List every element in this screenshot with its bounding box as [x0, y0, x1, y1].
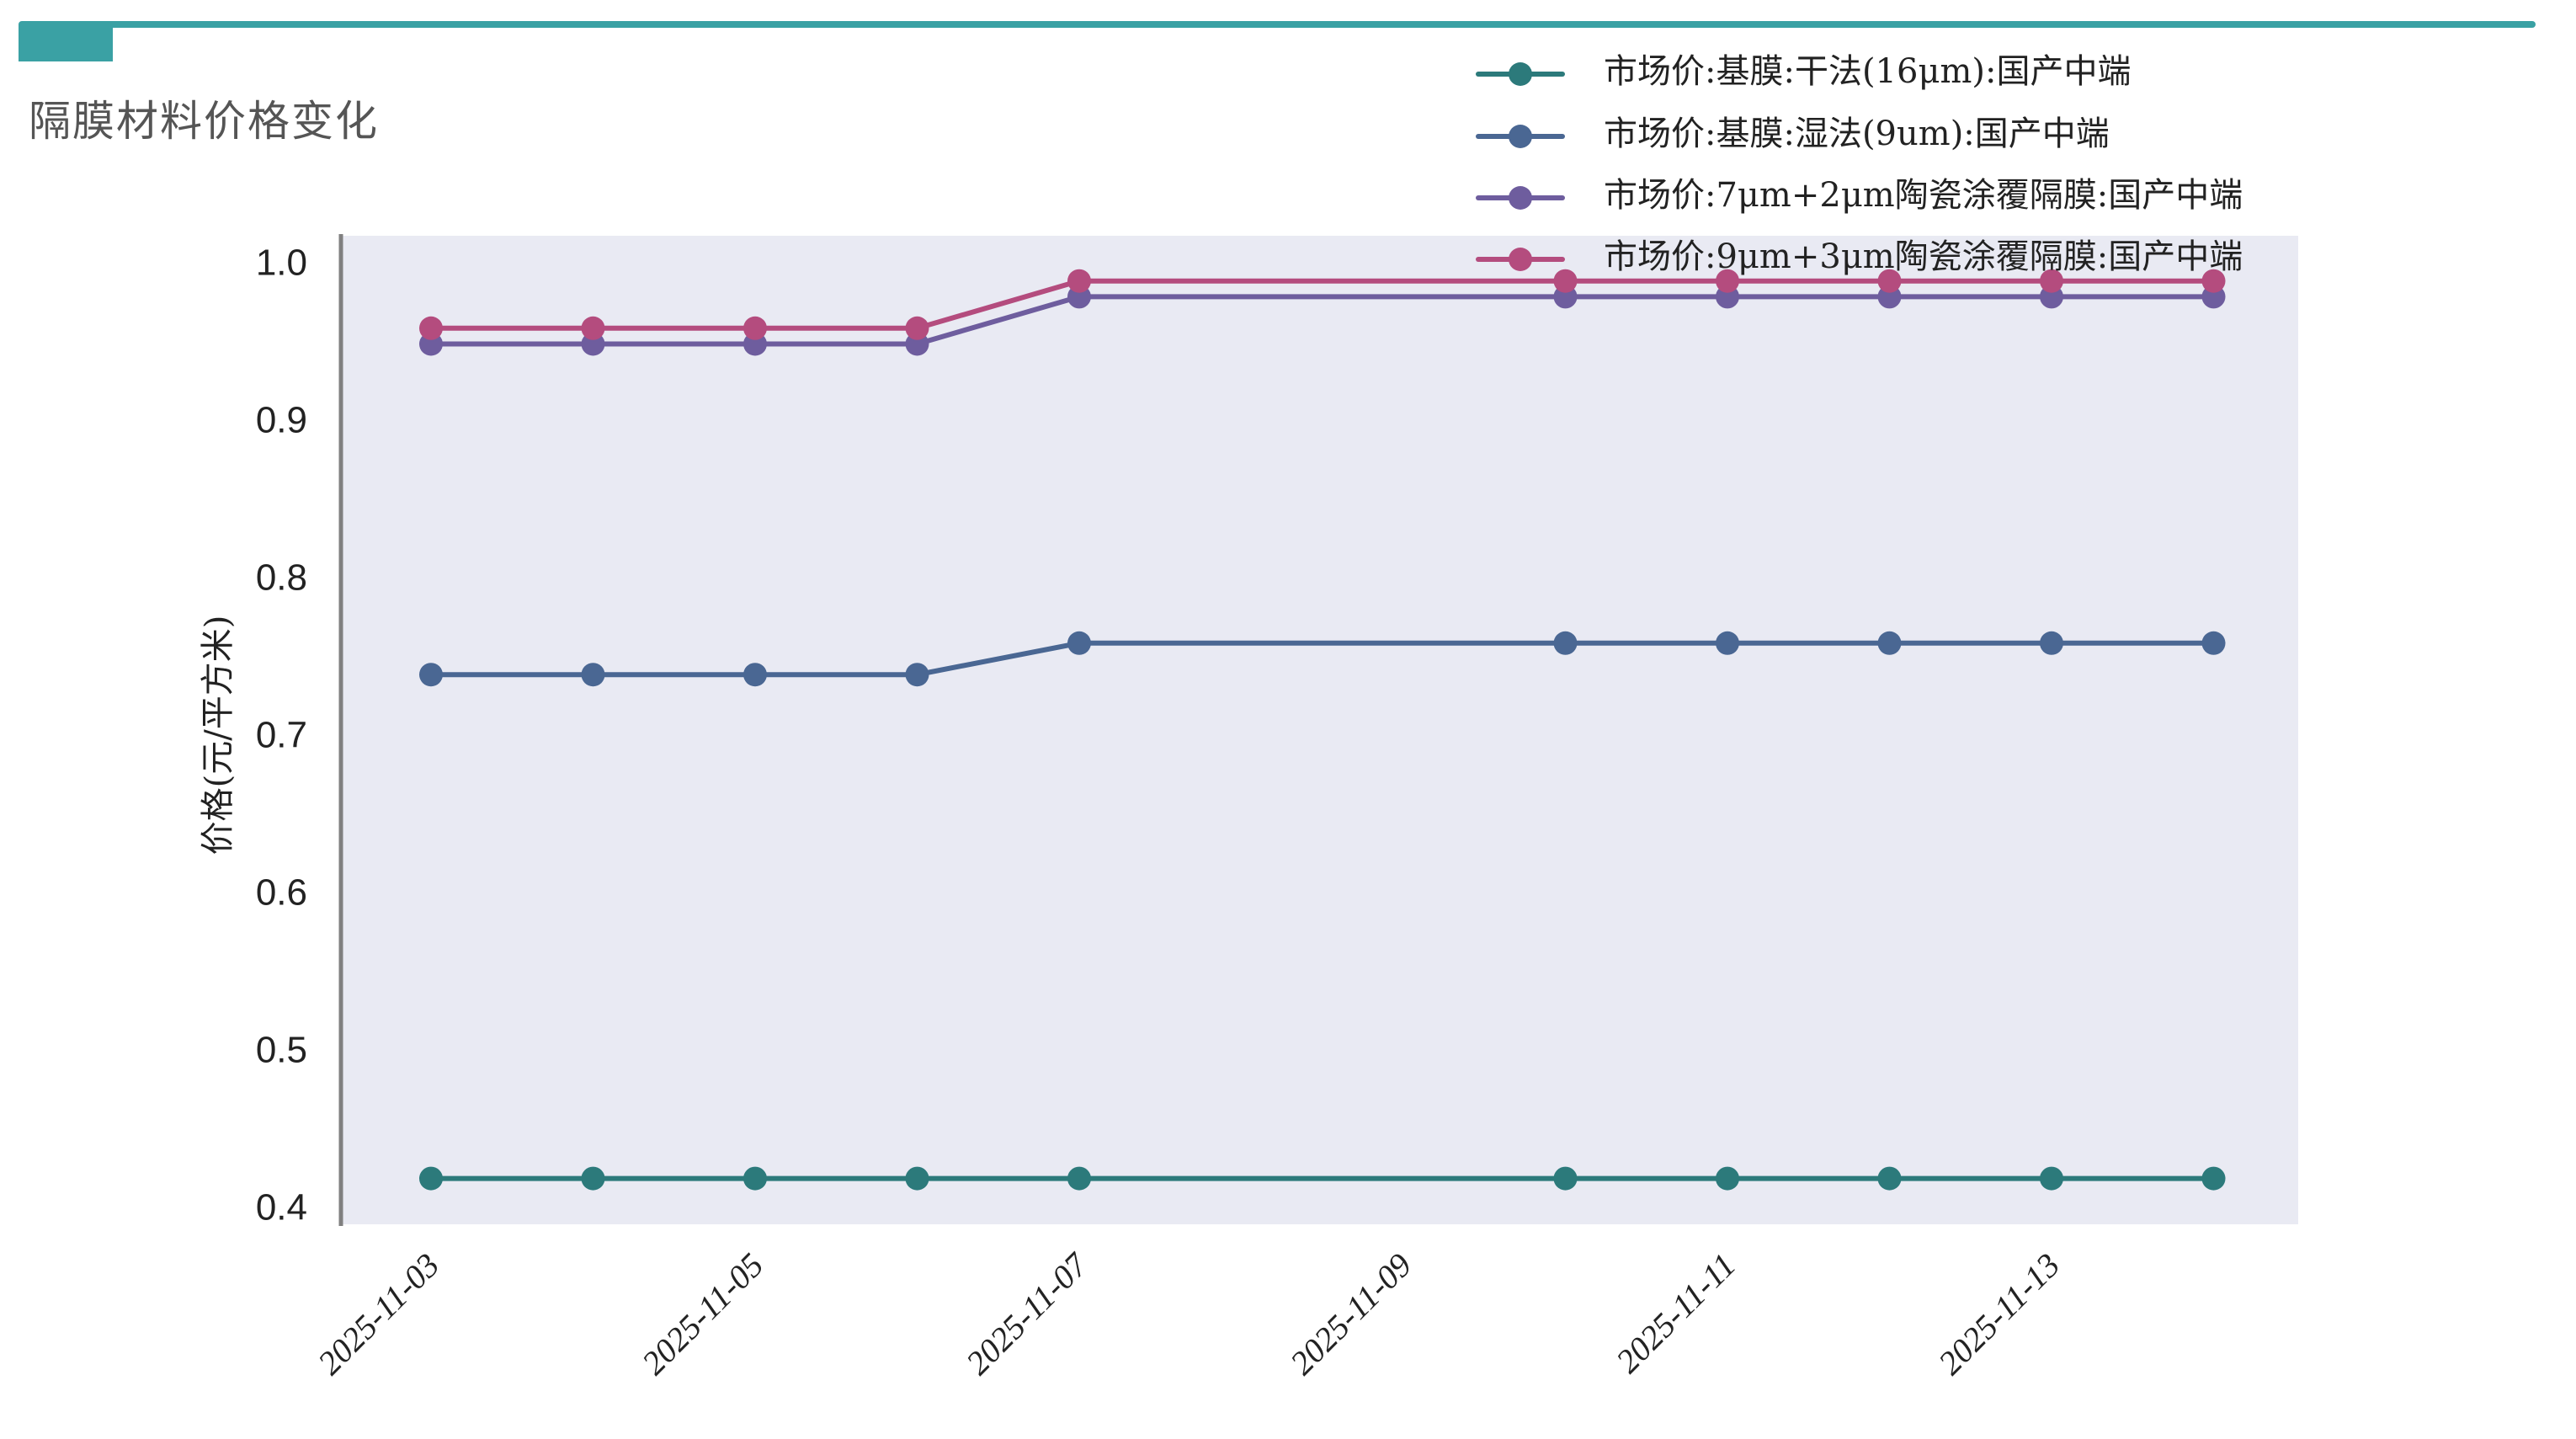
series-1 [419, 1166, 2226, 1191]
plot-area [341, 236, 2298, 1224]
data-point-marker [1553, 631, 1578, 655]
data-point-marker [2040, 269, 2063, 293]
data-point-marker [905, 1166, 929, 1191]
legend-item: 市场价:基膜:干法(16μm):国产中端 [1476, 52, 2131, 91]
x-tick-label: 2025-11-11 [1609, 1246, 1743, 1381]
x-tick-label: 2025-11-13 [1931, 1246, 2068, 1383]
data-point-marker [905, 316, 929, 340]
data-point-marker [1553, 1166, 1578, 1191]
series-2 [419, 631, 2226, 687]
data-point-marker [1716, 269, 1739, 293]
data-point-marker [1877, 631, 1902, 655]
header-accent-bar [19, 21, 2536, 28]
data-point-marker [1553, 269, 1578, 293]
header-accent-block [19, 24, 113, 61]
data-point-marker [1716, 1166, 1739, 1191]
legend-item: 市场价:9μm+3μm陶瓷涂覆隔膜:国产中端 [1476, 237, 2243, 276]
series-line [431, 640, 2214, 678]
legend-marker-icon [1509, 186, 1532, 210]
y-tick-label: 0.4 [256, 1187, 307, 1228]
data-point-marker [1877, 269, 1902, 293]
legend-label: 市场价:基膜:湿法(9um):国产中端 [1604, 115, 2110, 153]
data-point-marker [2201, 1166, 2226, 1191]
legend: 市场价:基膜:干法(16μm):国产中端市场价:基膜:湿法(9um):国产中端市… [1476, 52, 2243, 276]
series-4 [419, 269, 2226, 340]
data-point-marker [1877, 1166, 1902, 1191]
data-point-marker [581, 1166, 605, 1191]
x-tick-label: 2025-11-03 [311, 1246, 447, 1383]
legend-marker-icon [1509, 248, 1532, 271]
y-tick-label: 0.9 [256, 400, 307, 441]
series-line [431, 294, 2214, 347]
y-tick-label: 0.8 [256, 557, 307, 599]
series-layer [419, 269, 2226, 1191]
series-line [431, 278, 2214, 331]
x-tick-label: 2025-11-07 [959, 1244, 1096, 1382]
data-point-marker [2040, 1166, 2063, 1191]
y-tick-label: 0.7 [256, 715, 307, 756]
data-point-marker [2201, 269, 2226, 293]
data-point-marker [743, 1166, 767, 1191]
page-title: 隔膜材料价格变化 [29, 97, 379, 146]
data-point-marker [2201, 631, 2226, 655]
data-point-marker [419, 1166, 443, 1191]
y-axis-label: 价格(元/平方米) [199, 616, 237, 855]
legend-item: 市场价:基膜:湿法(9um):国产中端 [1476, 115, 2110, 153]
data-point-marker [581, 316, 605, 340]
legend-label: 市场价:基膜:干法(16μm):国产中端 [1604, 52, 2131, 91]
x-tick-label: 2025-11-05 [635, 1246, 771, 1383]
data-point-marker [419, 316, 443, 340]
data-point-marker [1716, 631, 1739, 655]
x-tick-label: 2025-11-09 [1283, 1246, 1419, 1383]
legend-marker-icon [1509, 62, 1532, 86]
data-point-marker [743, 316, 767, 340]
data-point-marker [581, 663, 605, 687]
data-point-marker [905, 663, 929, 687]
legend-marker-icon [1509, 125, 1532, 148]
y-tick-label: 0.5 [256, 1030, 307, 1071]
data-point-marker [743, 663, 767, 687]
data-point-marker [419, 663, 443, 687]
legend-label: 市场价:9μm+3μm陶瓷涂覆隔膜:国产中端 [1604, 237, 2243, 276]
data-point-marker [1067, 269, 1091, 293]
y-axis-ticks: 0.4 0.5 0.6 0.7 0.8 0.9 1.0 [256, 242, 307, 1228]
data-point-marker [1067, 631, 1091, 655]
x-axis-ticks: 2025-11-03 2025-11-05 2025-11-07 2025-11-09… [311, 1244, 2068, 1382]
y-tick-label: 0.6 [256, 872, 307, 914]
y-tick-label: 1.0 [256, 242, 307, 284]
data-point-marker [1067, 1166, 1091, 1191]
legend-label: 市场价:7μm+2μm陶瓷涂覆隔膜:国产中端 [1604, 176, 2243, 215]
legend-item: 市场价:7μm+2μm陶瓷涂覆隔膜:国产中端 [1476, 176, 2243, 215]
data-point-marker [2040, 631, 2063, 655]
